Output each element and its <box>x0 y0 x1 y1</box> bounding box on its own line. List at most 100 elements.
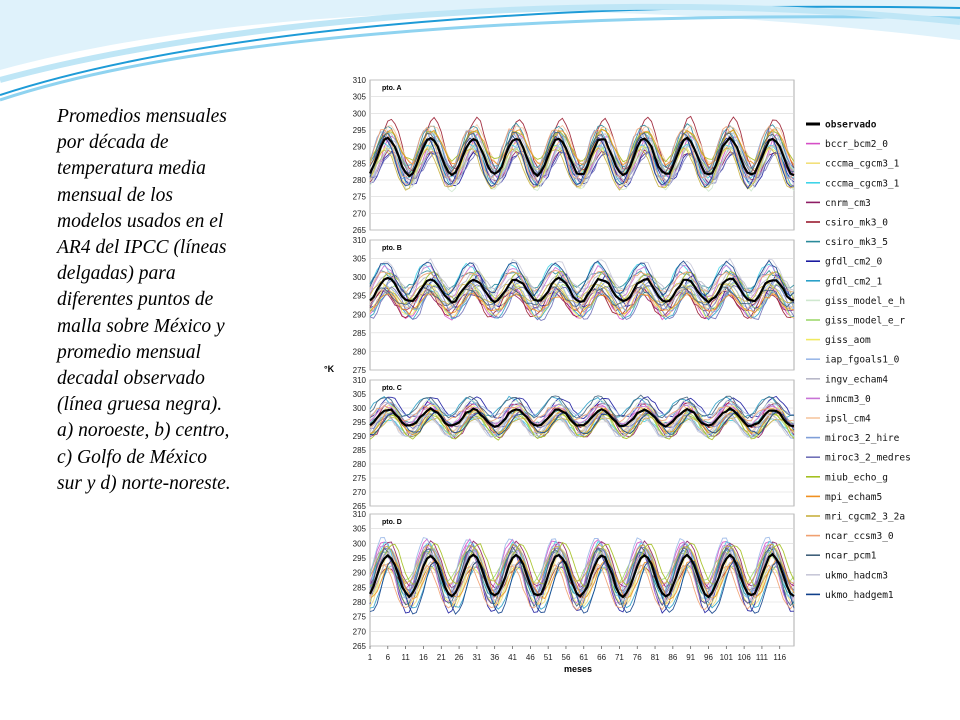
series-line-observado <box>369 407 795 428</box>
panel-label: pto. C <box>382 385 402 392</box>
x-tick-label: 51 <box>544 653 553 662</box>
legend-label: giss_model_e_h <box>825 296 905 307</box>
y-tick-label: 295 <box>353 418 367 427</box>
x-tick-label: 116 <box>773 653 786 662</box>
legend-label: miroc3_2_medres <box>825 453 911 464</box>
y-tick-label: 300 <box>353 539 367 548</box>
panel-1: 310 305 300 295 290 285 280 275 270 265 pto. A <box>353 76 795 235</box>
series-line-mri_cgcm2_3_2a <box>369 415 795 435</box>
y-tick-label: 275 <box>353 193 367 202</box>
y-tick-label: 285 <box>353 329 367 338</box>
legend-label: gfdl_cm2_1 <box>825 276 882 287</box>
y-tick-label: 295 <box>353 126 367 135</box>
y-tick-label: 300 <box>353 404 367 413</box>
series-line-miroc3_2_medres <box>369 544 795 594</box>
legend-label: mpi_echam5 <box>825 492 882 503</box>
caption-line: sur y d) norte-noreste. <box>57 472 231 494</box>
y-tick-label: 290 <box>353 310 367 319</box>
x-tick-label: 71 <box>615 653 624 662</box>
y-tick-label: 310 <box>353 236 367 245</box>
y-tick-label: 290 <box>353 143 367 152</box>
series-line-iap_fgoals1_0 <box>369 536 795 600</box>
legend-label: ukmo_hadcm3 <box>825 570 888 581</box>
legend-label: ukmo_hadgem1 <box>825 590 894 601</box>
x-tick-label: 16 <box>419 653 428 662</box>
series-line-ipsl_cm4 <box>369 286 795 310</box>
caption-line: (línea gruesa negra). <box>57 394 223 416</box>
y-tick-label: 280 <box>353 598 367 607</box>
x-tick-label: 76 <box>633 653 642 662</box>
x-tick-label: 86 <box>668 653 677 662</box>
x-tick-label: 61 <box>579 653 588 662</box>
legend-label: iap_fgoals1_0 <box>825 355 900 366</box>
y-tick-label: 310 <box>353 376 367 385</box>
legend-label: observado <box>825 120 877 131</box>
legend-label: giss_aom <box>825 335 871 346</box>
x-tick-label: 36 <box>490 653 499 662</box>
legend-label: ncar_pcm1 <box>825 551 877 562</box>
y-tick-label: 290 <box>353 569 367 578</box>
legend-label: mri_cgcm2_3_2a <box>825 512 905 523</box>
y-tick-label: 275 <box>353 474 367 483</box>
y-tick-label: 265 <box>353 502 367 511</box>
x-tick-label: 66 <box>597 653 606 662</box>
y-tick-label: 265 <box>353 226 367 235</box>
series-line-miroc3_2_hire <box>369 412 795 439</box>
x-tick-label: 41 <box>508 653 517 662</box>
y-tick-label: 295 <box>353 554 367 563</box>
x-tick-label: 31 <box>472 653 481 662</box>
legend-label: giss_model_e_r <box>825 316 905 327</box>
legend-label: ncar_ccsm3_0 <box>825 531 894 542</box>
series-line-observado <box>369 276 795 304</box>
series-line-observado <box>368 135 795 178</box>
y-tick-label: 285 <box>353 159 367 168</box>
caption-line: temperatura media <box>57 158 206 180</box>
series-line-mri_cgcm2_3_2a <box>369 146 795 191</box>
series-line-ukmo_hadgem1 <box>369 559 795 615</box>
legend-label: inmcm3_0 <box>825 394 871 405</box>
y-tick-label: 270 <box>353 209 367 218</box>
y-axis-label: °K <box>324 364 335 374</box>
y-tick-label: 305 <box>353 390 367 399</box>
series-line-miroc3_2_medres <box>369 284 795 322</box>
y-tick-label: 280 <box>353 176 367 185</box>
caption-line: malla sobre México y <box>57 315 225 337</box>
x-axis-label: meses <box>564 664 592 674</box>
caption-line: AR4 del IPCC (líneas <box>57 237 227 259</box>
series-line-ukmo_hadgem1 <box>369 259 795 297</box>
caption-line: c) Golfo de México <box>57 446 207 468</box>
y-tick-label: 285 <box>353 446 367 455</box>
legend-label: ipsl_cm4 <box>825 414 871 425</box>
y-tick-label: 280 <box>353 347 367 356</box>
x-tick-label: 96 <box>704 653 713 662</box>
series-line-ukmo_hadgem1 <box>369 134 795 190</box>
y-tick-label: 280 <box>353 460 367 469</box>
caption-line: modelos usados en el <box>57 210 224 232</box>
x-tick-label: 91 <box>686 653 695 662</box>
series-line-iap_fgoals1_0 <box>369 282 795 311</box>
y-tick-label: 300 <box>353 273 367 282</box>
series-line-miroc3_2_hire <box>369 278 795 314</box>
figure-caption: Promedios mensuales por década de temperat… <box>57 104 307 497</box>
y-tick-label: 305 <box>353 255 367 264</box>
caption-line: delgadas) para <box>57 263 176 285</box>
caption-line: promedio mensual <box>57 341 201 363</box>
x-tick-label: 11 <box>401 653 410 662</box>
legend-label: csiro_mk3_0 <box>825 218 888 229</box>
series-line-ncar_pcm1 <box>369 394 795 420</box>
decorative-swoosh <box>0 0 960 102</box>
series-line-ncar_ccsm3_0 <box>369 563 795 611</box>
y-tick-label: 310 <box>353 510 367 519</box>
x-tick-label: 56 <box>562 653 571 662</box>
y-tick-label: 295 <box>353 292 367 301</box>
series-line-cnrm_cm3 <box>369 540 795 589</box>
series-line-observado <box>369 552 795 599</box>
caption-line: decadal observado <box>57 368 205 390</box>
legend-label: csiro_mk3_5 <box>825 237 888 248</box>
caption-line: diferentes puntos de <box>57 289 214 311</box>
panel-label: pto. D <box>382 519 402 526</box>
series-line-ukmo_hadcm3 <box>369 412 795 438</box>
legend-label: gfdl_cm2_0 <box>825 257 882 268</box>
